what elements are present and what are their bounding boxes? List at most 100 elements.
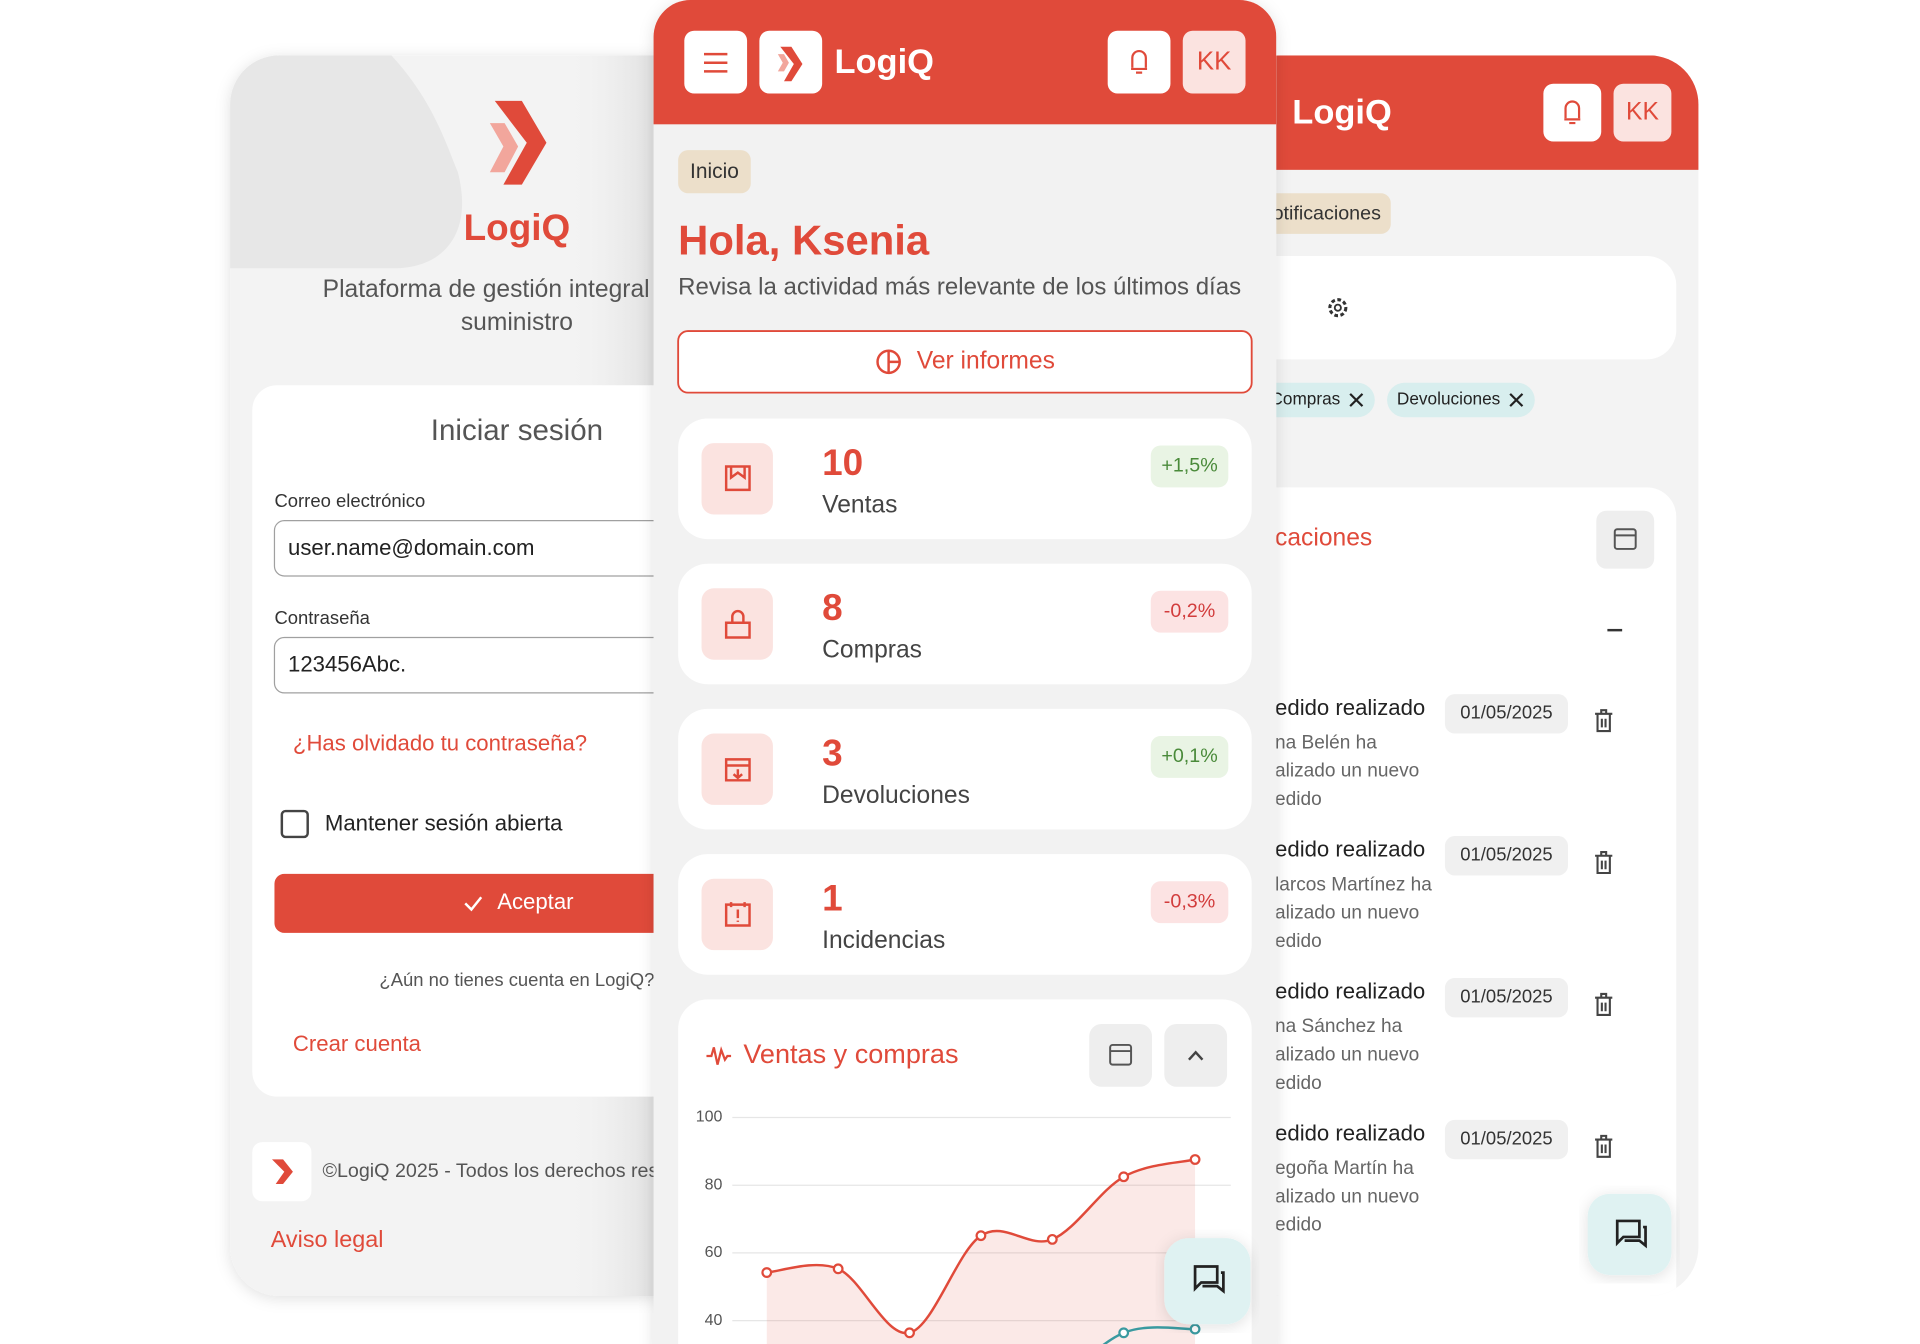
icon-tile bbox=[701, 443, 773, 515]
avatar-button[interactable] bbox=[1613, 83, 1672, 142]
bell-button[interactable] bbox=[1543, 83, 1602, 142]
stat-label: Devoluciones bbox=[822, 782, 970, 809]
delete-icon[interactable] bbox=[1595, 1134, 1613, 1158]
item-body: edido bbox=[1275, 931, 1322, 952]
chip-label: Compras bbox=[1270, 389, 1340, 409]
card bbox=[678, 854, 1252, 975]
breadcrumb-label: Inicio bbox=[690, 160, 739, 183]
y-tick-label: 60 bbox=[705, 1244, 723, 1261]
greeting: Hola, Ksenia bbox=[678, 217, 930, 264]
chat-icon bbox=[1193, 1265, 1225, 1294]
stat-card: 1 Incidencias -0,3% bbox=[678, 854, 1252, 975]
calendar-button[interactable] bbox=[1596, 510, 1655, 569]
stat-icon bbox=[724, 902, 751, 927]
chip-remove[interactable] bbox=[1349, 393, 1364, 407]
chip-remove[interactable] bbox=[1509, 393, 1524, 407]
date-chip bbox=[1444, 694, 1568, 734]
checkbox[interactable] bbox=[280, 809, 309, 839]
change-chip bbox=[1150, 881, 1229, 924]
brand: LogiQ bbox=[1292, 94, 1392, 132]
filter-chip[interactable] bbox=[1387, 382, 1535, 418]
change-chip bbox=[1150, 736, 1229, 778]
item-body: alizado un nuevo bbox=[1275, 1186, 1419, 1207]
collapse-button[interactable] bbox=[1164, 1024, 1228, 1087]
change-label: -0,3% bbox=[1164, 890, 1215, 912]
data-point bbox=[1189, 1323, 1201, 1335]
stat-card: 3 Devoluciones +0,1% bbox=[678, 708, 1252, 830]
filter-card bbox=[1230, 256, 1677, 360]
signup-link[interactable]: Crear cuenta bbox=[293, 1031, 422, 1056]
date-chip bbox=[1444, 1119, 1568, 1160]
card bbox=[678, 563, 1252, 685]
decor-shape bbox=[230, 55, 463, 269]
change-label: +0,1% bbox=[1161, 745, 1217, 767]
bell-icon bbox=[1131, 49, 1148, 74]
change-chip bbox=[1150, 590, 1229, 633]
area bbox=[766, 1159, 1196, 1344]
stat-value: 8 bbox=[822, 587, 843, 628]
item-date: 01/05/2025 bbox=[1460, 986, 1552, 1007]
avatar: KK bbox=[1626, 99, 1659, 126]
item-body: larcos Martínez ha bbox=[1275, 874, 1432, 895]
logo-front bbox=[780, 46, 803, 82]
data-point bbox=[1189, 1154, 1201, 1165]
data-point bbox=[1118, 1327, 1130, 1339]
delete-icon[interactable] bbox=[1595, 709, 1613, 733]
notification-list: edido realizado na Belén ha alizado un nue… bbox=[1275, 694, 1613, 1236]
y-tick-label: 80 bbox=[705, 1176, 723, 1193]
settings-icon[interactable] bbox=[1328, 298, 1348, 318]
submit-button[interactable] bbox=[274, 873, 748, 933]
delete-icon[interactable] bbox=[1595, 992, 1613, 1016]
bell-button[interactable] bbox=[1107, 30, 1171, 94]
button-label: Aceptar bbox=[497, 889, 573, 914]
card bbox=[678, 418, 1252, 540]
data-point bbox=[761, 1267, 773, 1278]
legal-link[interactable]: Aviso legal bbox=[271, 1226, 384, 1252]
item-body: na Sánchez ha bbox=[1275, 1016, 1403, 1037]
breadcrumb-label: otificaciones bbox=[1273, 202, 1381, 224]
delete-icon[interactable] bbox=[1595, 851, 1613, 875]
calendar-button[interactable] bbox=[1089, 1024, 1152, 1087]
y-tick-label: 40 bbox=[705, 1312, 723, 1329]
section-title: caciones bbox=[1275, 525, 1372, 552]
stat-value: 3 bbox=[822, 732, 843, 773]
subtitle: Revisa la actividad más relevante de los… bbox=[678, 273, 1241, 300]
stat-icon bbox=[724, 465, 751, 492]
card-title: Iniciar sesión bbox=[431, 414, 603, 447]
item-date: 01/05/2025 bbox=[1460, 1127, 1552, 1148]
forgot-link[interactable]: ¿Has olvidado tu contraseña? bbox=[293, 730, 587, 755]
item-date: 01/05/2025 bbox=[1460, 702, 1552, 723]
data-point bbox=[1046, 1233, 1058, 1245]
chart-title: Ventas y compras bbox=[743, 1038, 958, 1069]
avatar: KK bbox=[1197, 48, 1231, 76]
item-date: 01/05/2025 bbox=[1460, 844, 1552, 865]
logo-back bbox=[777, 54, 789, 72]
date-chip bbox=[1444, 977, 1568, 1018]
logo-button[interactable] bbox=[759, 30, 823, 94]
data-point bbox=[1118, 1171, 1130, 1183]
signup-prompt: ¿Aún no tienes cuenta en LogiQ? bbox=[379, 969, 654, 990]
data-point bbox=[975, 1230, 987, 1242]
reports-button[interactable] bbox=[677, 330, 1253, 394]
item-body: edido bbox=[1275, 1073, 1322, 1094]
change-label: -0,2% bbox=[1164, 600, 1215, 622]
breadcrumb[interactable] bbox=[678, 150, 751, 194]
stats: 10 Ventas +1,5% 8 Compras -0,2% 3 Devoluciones +… bbox=[678, 418, 1252, 975]
copyright: ©LogiQ 2025 - Todos los derechos res bbox=[322, 1160, 658, 1182]
stat-value: 10 bbox=[822, 442, 863, 483]
stat-card: 8 Compras -0,2% bbox=[678, 563, 1252, 685]
data-point bbox=[832, 1263, 844, 1275]
reports-icon-lines bbox=[887, 350, 900, 373]
avatar-button[interactable] bbox=[1182, 30, 1246, 94]
menu-icon bbox=[704, 52, 728, 73]
stat-icon bbox=[724, 609, 751, 639]
stat-icon bbox=[724, 758, 751, 782]
settings-icon-core bbox=[1333, 303, 1342, 312]
item-body: alizado un nuevo bbox=[1275, 903, 1419, 924]
item-title: edido realizado bbox=[1275, 979, 1425, 1004]
date-chip bbox=[1444, 836, 1568, 876]
chat-button[interactable] bbox=[1587, 1193, 1672, 1276]
calendar-icon bbox=[1109, 1043, 1133, 1066]
item-title: edido realizado bbox=[1275, 1120, 1425, 1145]
